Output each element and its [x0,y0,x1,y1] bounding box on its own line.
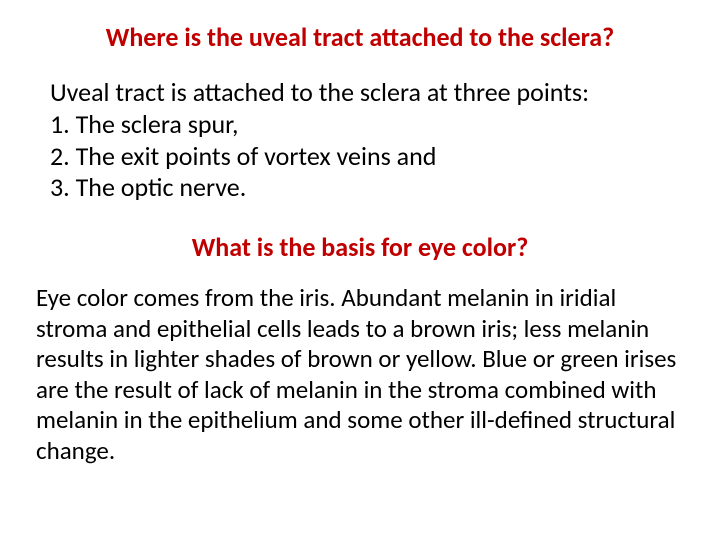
question-1: Where is the uveal tract attached to the… [36,22,684,53]
answer-1-point-3: 3. The optic nerve. [50,172,684,204]
answer-1: Uveal tract is attached to the sclera at… [36,77,684,204]
question-2: What is the basis for eye color? [36,232,684,263]
answer-1-intro: Uveal tract is attached to the sclera at… [50,77,684,109]
answer-1-point-1: 1. The sclera spur, [50,109,684,141]
answer-1-point-2: 2. The exit points of vortex veins and [50,141,684,173]
answer-2: Eye color comes from the iris. Abundant … [36,283,684,466]
slide: Where is the uveal tract attached to the… [0,0,720,540]
